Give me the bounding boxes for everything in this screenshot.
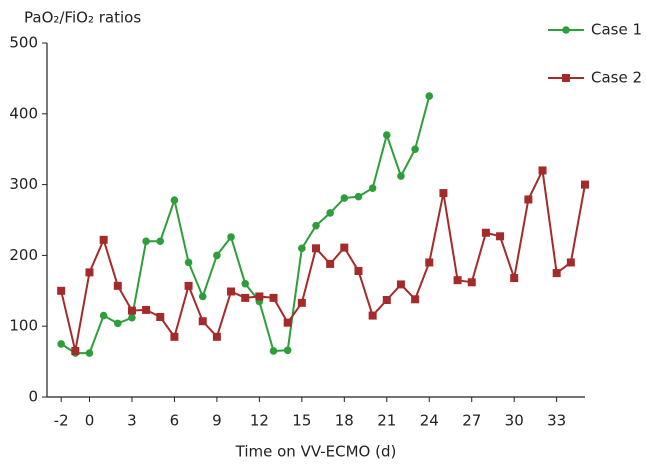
point [212,332,221,341]
point [382,131,391,139]
x-tick-label: 12 [250,412,269,430]
point [397,172,405,180]
point [368,311,377,320]
point [340,194,349,202]
legend-marker [562,26,570,34]
point [368,184,377,192]
point [298,244,306,253]
x-tick-label: 18 [335,412,354,430]
legend-marker [562,74,570,82]
point [213,251,221,260]
point [312,221,320,230]
x-tick-label: 30 [505,412,524,430]
x-tick-label: 0 [85,412,95,430]
legend-label: Case 1 [591,21,642,39]
point [396,280,405,289]
point [538,166,547,175]
y-tick-label: 0 [28,388,38,406]
point [113,281,122,290]
point [496,232,505,241]
point [467,278,476,287]
point [71,346,80,355]
point [326,259,335,268]
x-tick-label: 15 [292,412,311,430]
point [510,274,519,283]
point [156,312,165,321]
point [283,318,292,327]
x-tick-label: 6 [170,412,180,430]
x-tick-label: 3 [127,412,137,430]
point [312,244,320,253]
point [113,319,122,328]
point [411,295,420,304]
x-tick-label: 9 [212,412,222,430]
point [340,243,349,252]
point [156,237,165,246]
point [85,349,94,357]
point [354,266,363,275]
point [566,258,575,267]
point [283,346,292,355]
point [198,292,207,301]
x-tick-label: 33 [547,412,566,430]
point [170,196,179,204]
point [425,258,434,267]
point [326,209,334,217]
y-tick-label: 400 [9,104,38,122]
point [241,293,250,302]
point [425,92,434,100]
y-tick-label: 200 [9,246,38,264]
point [269,347,278,355]
x-tick-label: -2 [54,412,69,430]
y-tick-label: 300 [9,175,38,193]
point [354,192,363,201]
x-axis-label: Time on VV-ECMO (d) [235,443,397,461]
point [198,317,207,326]
point [481,228,490,237]
point [552,269,561,278]
point [99,235,108,244]
point [255,292,264,301]
point [99,311,108,320]
x-tick-label: 24 [420,412,439,430]
point [57,286,66,295]
point [581,180,589,189]
point [439,189,448,198]
x-tick-label: 21 [377,412,396,430]
point [57,340,65,348]
point [85,268,94,277]
point [269,293,278,302]
chart-title: PaO₂/FiO₂ ratios [24,9,141,27]
point [142,305,151,314]
point [411,145,419,153]
y-tick-label: 100 [9,317,38,335]
legend-label: Case 2 [591,69,642,87]
point [297,298,306,307]
point [241,279,250,288]
point [184,258,193,267]
point [524,195,533,204]
y-tick-label: 500 [9,34,38,52]
point [170,332,179,341]
x-tick-label: 27 [462,412,481,430]
point [128,313,136,322]
series-line [60,167,586,352]
point [453,276,462,285]
point [127,306,136,315]
point [382,296,391,305]
point [227,287,236,296]
point [227,233,235,241]
point [184,281,193,290]
point [142,237,150,246]
